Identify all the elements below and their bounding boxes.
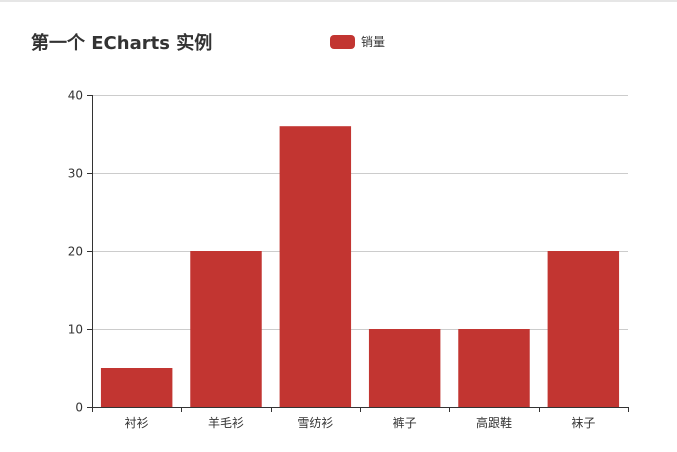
bar: [458, 329, 530, 407]
x-tick-label: 衬衫: [125, 416, 149, 430]
legend-label: 销量: [361, 35, 386, 49]
y-tick-label: 40: [68, 89, 83, 103]
legend[interactable]: 销量: [330, 33, 385, 50]
x-tick-label: 袜子: [571, 416, 595, 430]
bar-layer: [100, 126, 620, 407]
x-tick-label: 羊毛衫: [208, 415, 244, 430]
bar: [190, 251, 262, 407]
axis-layer: 0 10 20 30 40 衬衫 羊毛衫 雪纺衫 裤子 高跟鞋 袜子: [68, 89, 629, 430]
y-tick-label: 10: [68, 323, 83, 337]
bar: [279, 126, 352, 407]
x-tick-label: 高跟鞋: [476, 415, 512, 430]
x-tick-label: 雪纺衫: [297, 416, 333, 430]
y-tick-label: 20: [68, 245, 83, 259]
page-top-rule: [0, 0, 677, 2]
legend-swatch: [330, 34, 355, 49]
bar: [368, 329, 441, 407]
chart-title: 第一个 ECharts 实例: [31, 33, 213, 54]
grid-layer: [92, 95, 628, 330]
bar: [547, 251, 620, 407]
y-tick-label: 30: [68, 167, 83, 181]
x-tick-label: 裤子: [393, 416, 417, 430]
y-tick-label: 0: [75, 401, 83, 415]
bar: [100, 368, 173, 407]
